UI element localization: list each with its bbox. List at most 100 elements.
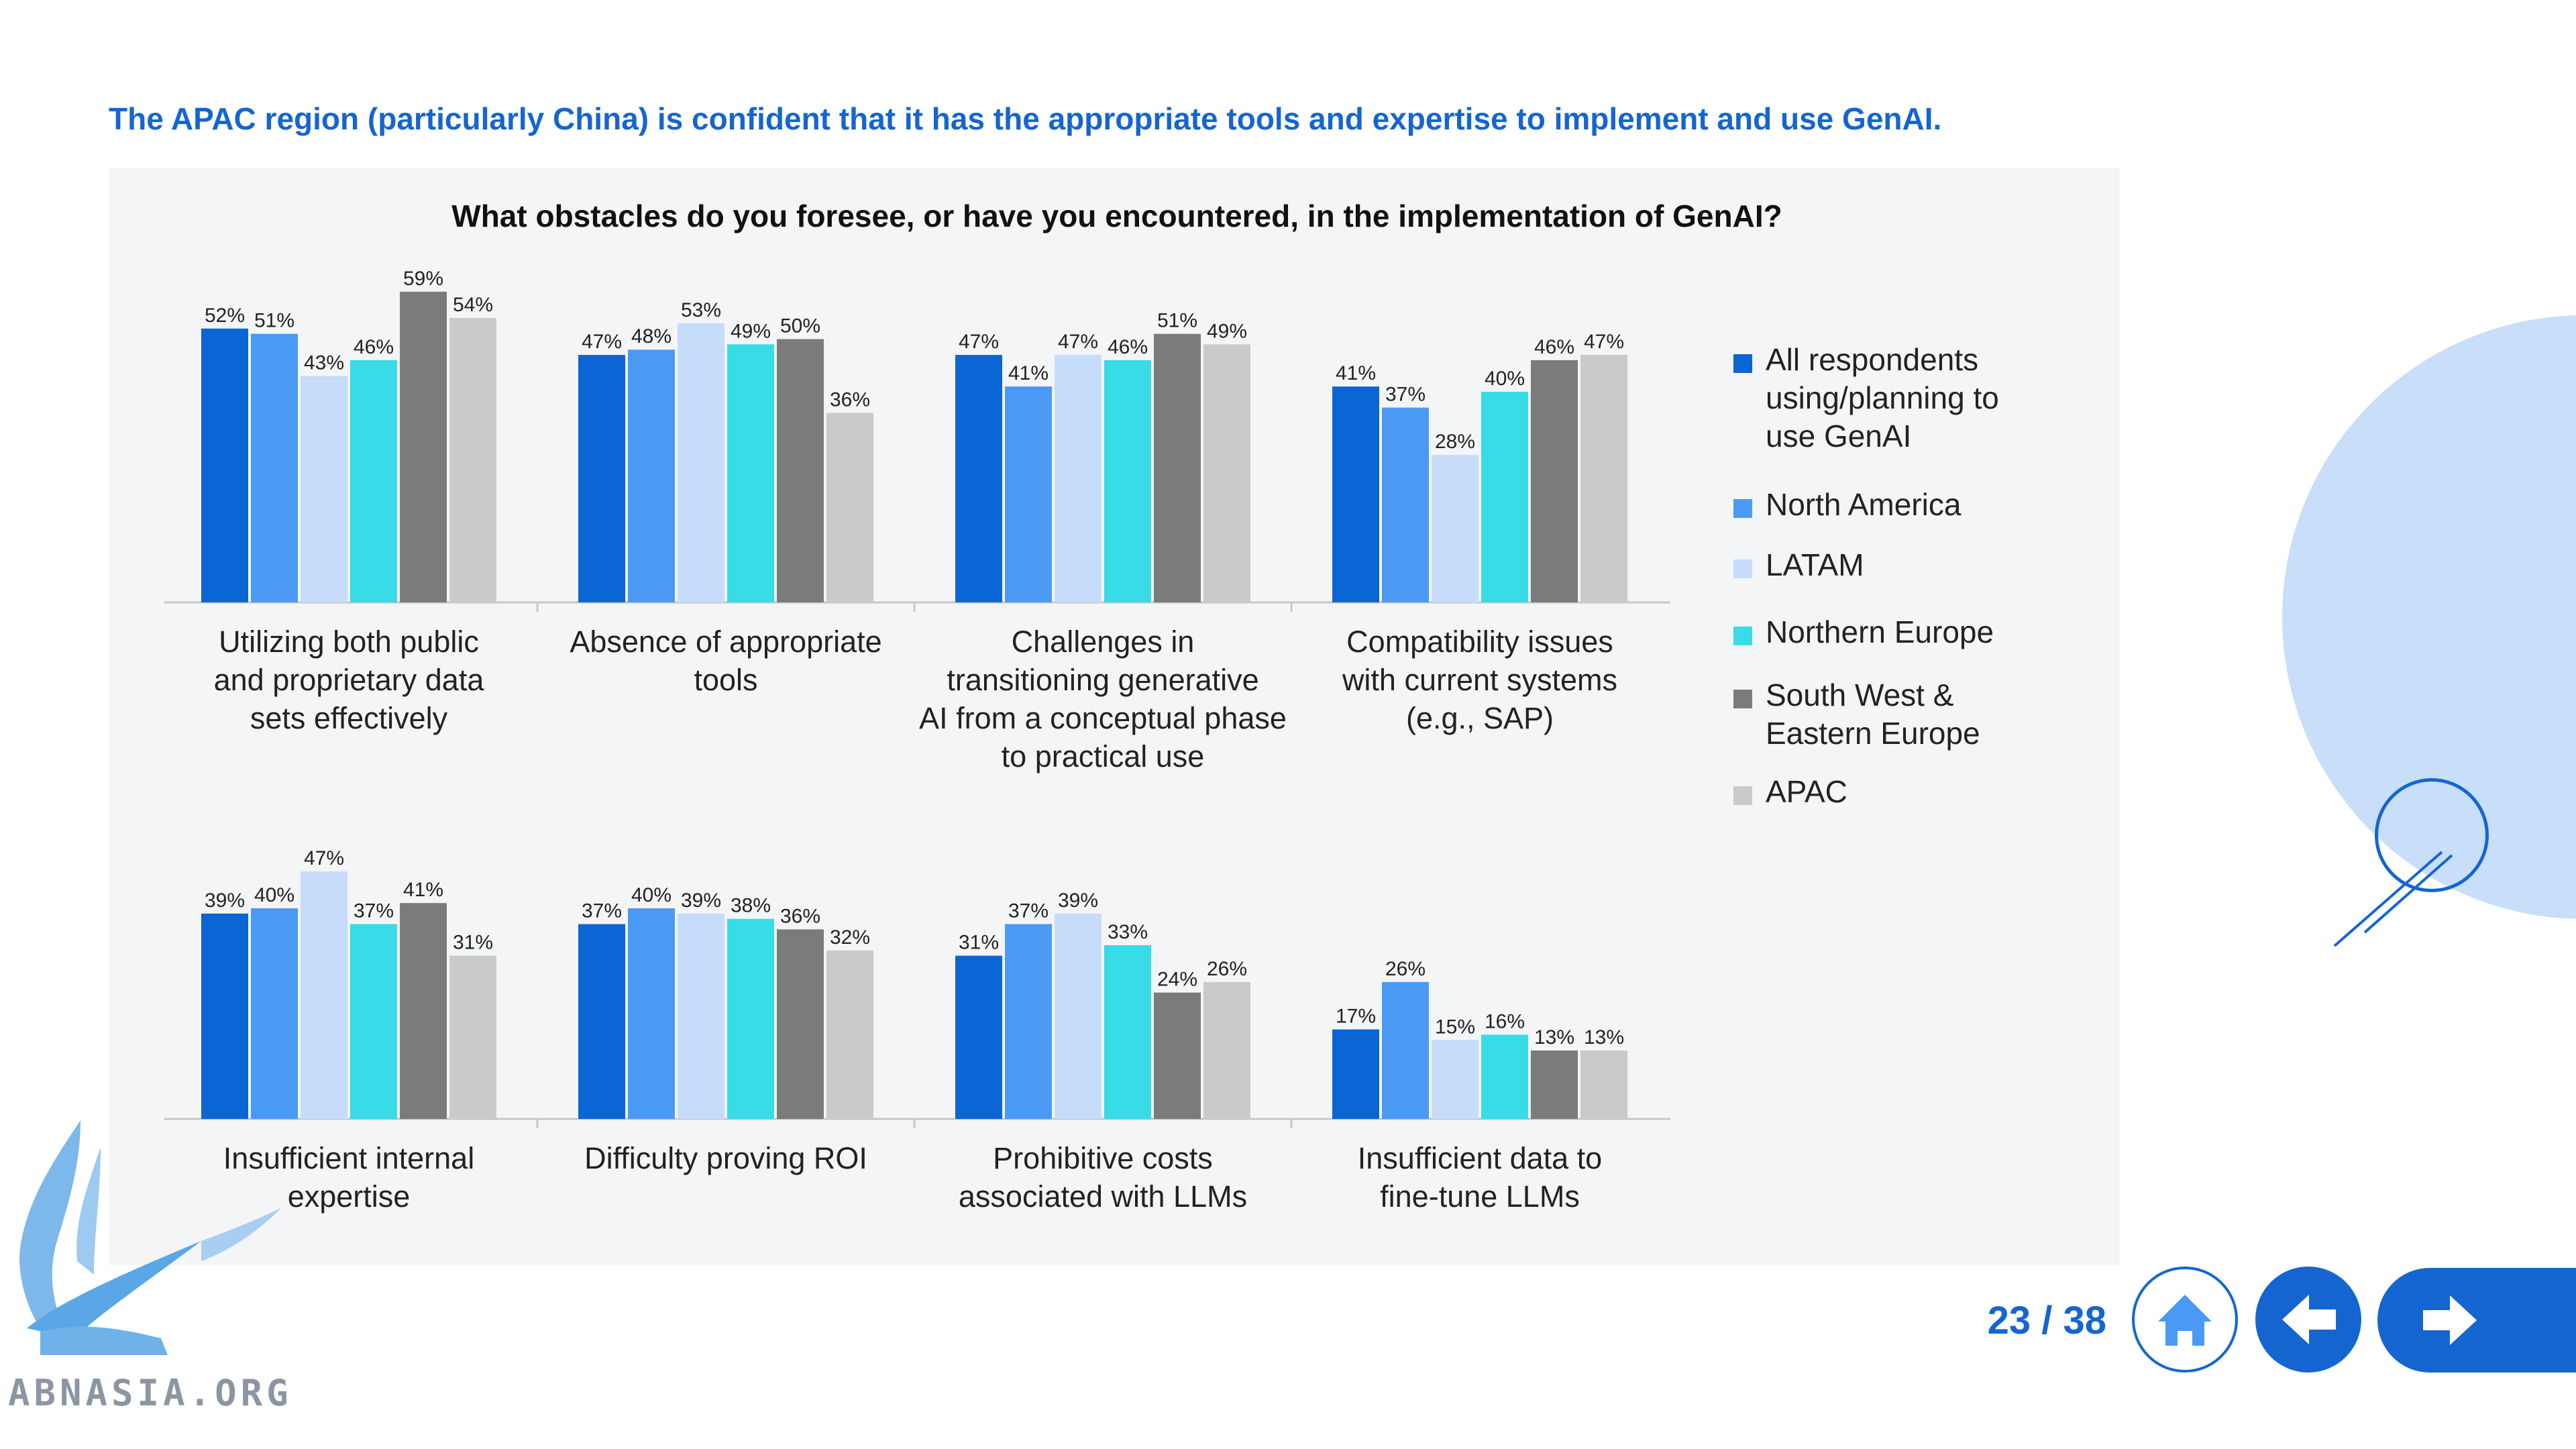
bar	[777, 339, 824, 602]
home-icon	[2158, 1295, 2212, 1346]
data-label: 36%	[830, 388, 870, 411]
home-button[interactable]	[2132, 1267, 2238, 1373]
legend-swatch	[1733, 627, 1752, 645]
bar	[955, 955, 1002, 1119]
data-label: 40%	[254, 884, 294, 906]
page-indicator: 23 / 38	[1987, 1299, 2106, 1342]
decorative-lines	[2333, 851, 2453, 947]
data-label: 50%	[780, 315, 820, 337]
bar	[578, 355, 625, 602]
data-label: 46%	[354, 336, 394, 358]
bar	[1382, 407, 1429, 602]
arrow-left-icon	[2282, 1295, 2336, 1344]
data-label: 15%	[1435, 1016, 1475, 1038]
bar	[400, 291, 447, 602]
bar	[449, 318, 496, 602]
bar	[201, 328, 248, 602]
data-label: 33%	[1108, 921, 1148, 943]
category-label: Absence of appropriate tools	[570, 625, 881, 697]
bar	[1580, 1050, 1627, 1119]
data-label: 49%	[1207, 320, 1247, 342]
bar	[301, 376, 347, 602]
bar	[628, 908, 675, 1119]
data-label: 31%	[959, 932, 999, 954]
bar	[251, 908, 298, 1119]
bar	[826, 413, 873, 602]
logo-text: ABNASIA.ORG	[8, 1372, 292, 1414]
legend-label: All respondents using/planning to use GenA…	[1766, 342, 1999, 453]
data-label: 37%	[354, 900, 394, 922]
data-label: 38%	[731, 895, 771, 917]
data-label: 51%	[254, 310, 294, 332]
bar	[350, 924, 397, 1119]
bar	[1154, 992, 1201, 1119]
bar	[727, 918, 774, 1119]
bar	[1481, 1034, 1528, 1119]
data-label: 37%	[1385, 384, 1426, 406]
bar	[201, 913, 248, 1119]
data-label: 39%	[205, 890, 245, 912]
data-label: 36%	[780, 905, 820, 927]
bar	[678, 323, 724, 602]
data-label: 47%	[1584, 331, 1624, 353]
legend-swatch	[1733, 499, 1752, 518]
data-label: 47%	[959, 331, 999, 353]
legend-swatch	[1733, 786, 1752, 805]
bar	[251, 333, 298, 602]
data-label: 51%	[1157, 310, 1197, 332]
legend-label: South West & Eastern Europe	[1766, 678, 1980, 751]
data-label: 41%	[403, 879, 443, 901]
bar	[727, 344, 774, 602]
category-label: Insufficient data to fine-tune LLMs	[1358, 1141, 1602, 1214]
category-label: Compatibility issues with current systems…	[1342, 625, 1617, 735]
bar	[1154, 333, 1201, 602]
bar	[1203, 344, 1250, 602]
data-label: 17%	[1336, 1006, 1376, 1028]
data-label: 31%	[453, 932, 493, 954]
data-label: 37%	[1008, 900, 1049, 922]
data-label: 32%	[830, 926, 870, 949]
legend-swatch	[1733, 690, 1752, 708]
data-label: 26%	[1385, 958, 1426, 980]
data-label: 54%	[453, 294, 493, 316]
data-label: 52%	[205, 305, 245, 327]
legend-label: North America	[1766, 487, 1962, 522]
data-label: 39%	[681, 890, 721, 912]
data-label: 46%	[1108, 336, 1148, 358]
bar	[1332, 386, 1379, 602]
legend-label: Northern Europe	[1766, 614, 1994, 649]
bar	[449, 955, 496, 1119]
bar	[1203, 981, 1250, 1119]
data-label: 49%	[731, 320, 771, 342]
category-label: Prohibitive costs associated with LLMs	[959, 1141, 1247, 1214]
category-label: Insufficient internal expertise	[223, 1141, 474, 1214]
bar	[628, 350, 675, 602]
data-label: 16%	[1485, 1010, 1525, 1032]
bar	[777, 929, 824, 1119]
chart-title: What obstacles do you foresee, or have y…	[451, 199, 1782, 233]
bar	[1531, 360, 1578, 602]
headline: The APAC region (particularly China) is …	[109, 101, 1942, 136]
previous-page-button[interactable]	[2255, 1267, 2361, 1373]
data-label: 39%	[1058, 890, 1098, 912]
bar	[1382, 981, 1429, 1119]
category-label: Difficulty proving ROI	[584, 1141, 867, 1175]
data-label: 24%	[1157, 969, 1197, 991]
bar	[1432, 455, 1479, 602]
bar	[955, 355, 1002, 602]
bar	[678, 913, 724, 1119]
data-label: 47%	[1058, 331, 1098, 353]
bar	[1104, 360, 1151, 602]
category-label: Utilizing both public and proprietary dat…	[214, 625, 485, 735]
data-label: 41%	[1336, 362, 1376, 384]
data-label: 47%	[304, 847, 344, 869]
data-label: 59%	[403, 268, 443, 290]
next-page-button[interactable]	[2377, 1268, 2576, 1373]
data-label: 13%	[1584, 1026, 1624, 1049]
data-label: 43%	[304, 352, 344, 374]
bar	[400, 903, 447, 1119]
data-label: 13%	[1534, 1026, 1574, 1049]
data-label: 53%	[681, 299, 721, 321]
bar	[826, 950, 873, 1119]
bar	[1432, 1040, 1479, 1119]
